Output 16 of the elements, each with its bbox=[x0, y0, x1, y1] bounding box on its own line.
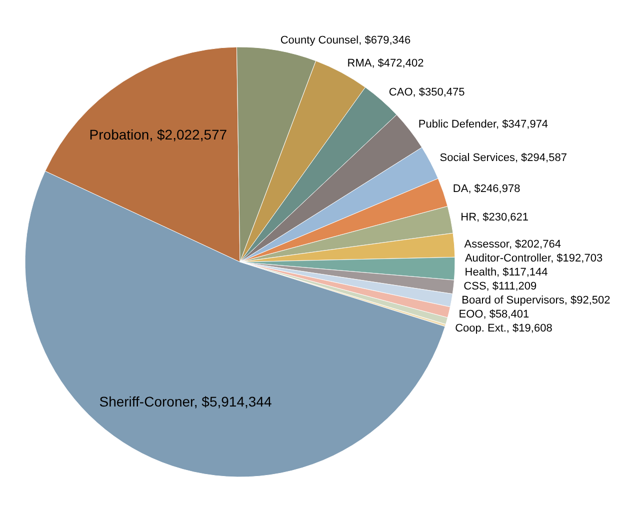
slice-label: EOO, $58,401 bbox=[458, 308, 530, 320]
slice-label: Board of Supervisors, $92,502 bbox=[462, 294, 610, 306]
slice-label: Public Defender, $347,974 bbox=[418, 118, 548, 130]
slice-label: Auditor-Controller, $192,703 bbox=[464, 252, 603, 264]
slice-label: Sheriff-Coroner, $5,914,344 bbox=[99, 393, 272, 410]
slice-label: CSS, $111,209 bbox=[464, 280, 537, 292]
slice-label: CAO, $350,475 bbox=[388, 86, 465, 99]
slice-label: Social Services, $294,587 bbox=[440, 152, 567, 164]
slice-label: Health, $117,144 bbox=[464, 266, 548, 278]
slice-label: RMA, $472,402 bbox=[347, 58, 424, 70]
slice-label: County Counsel, $679,346 bbox=[280, 34, 411, 46]
slice-label: HR, $230,621 bbox=[460, 212, 529, 224]
slice-label: DA, $246,978 bbox=[452, 182, 520, 195]
slice-label: Assessor, $202,764 bbox=[464, 238, 561, 250]
slice-label: Coop. Ext., $19,608 bbox=[455, 322, 552, 334]
slice-label: Probation, $2,022,577 bbox=[89, 126, 228, 143]
